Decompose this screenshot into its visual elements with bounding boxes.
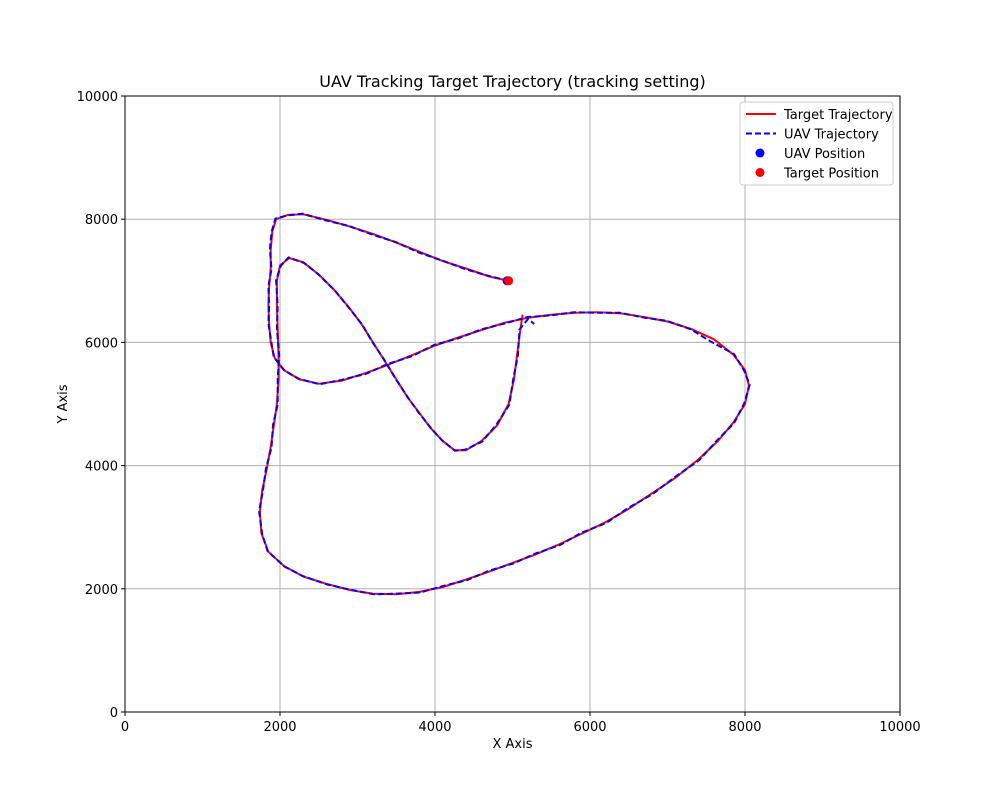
legend-swatch-dot	[755, 148, 765, 158]
x-tick-label: 6000	[573, 720, 606, 735]
x-tick-label: 8000	[728, 720, 761, 735]
legend-box	[739, 101, 894, 186]
grid-layer	[124, 95, 901, 713]
x-tick-label: 0	[121, 720, 129, 735]
y-tick-label: 6000	[85, 336, 118, 351]
y-tick-label: 10000	[77, 90, 118, 105]
data-layer	[258, 212, 751, 596]
chart-title: UAV Tracking Target Trajectory (tracking…	[319, 72, 706, 91]
legend-label: UAV Trajectory	[784, 128, 879, 143]
y-tick-label: 0	[110, 706, 118, 721]
legend: Target Trajectory UAV Trajectory UAV Posit…	[739, 101, 894, 186]
tick-layer: 0 2000 4000 6000 8000 10000 0 2000 4000 6000 8000 1…	[77, 90, 921, 735]
legend-label: Target Trajectory	[783, 108, 893, 123]
legend-label: Target Position	[783, 167, 879, 182]
x-tick-label: 2000	[263, 720, 296, 735]
x-tick-label: 4000	[418, 720, 451, 735]
series-line-target-trajectory	[258, 213, 750, 596]
series-line-uav-trajectory	[258, 212, 751, 596]
x-tick-label: 10000	[879, 720, 920, 735]
y-tick-label: 8000	[85, 213, 118, 228]
x-axis-label: X Axis	[492, 737, 532, 752]
y-axis-label: Y Axis	[56, 384, 71, 424]
plot-frame	[124, 95, 901, 713]
legend-label: UAV Position	[784, 147, 865, 162]
y-tick-label: 4000	[85, 460, 118, 475]
y-tick-label: 2000	[85, 583, 118, 598]
target-position-marker	[504, 276, 514, 286]
legend-swatch-dot	[755, 168, 765, 177]
